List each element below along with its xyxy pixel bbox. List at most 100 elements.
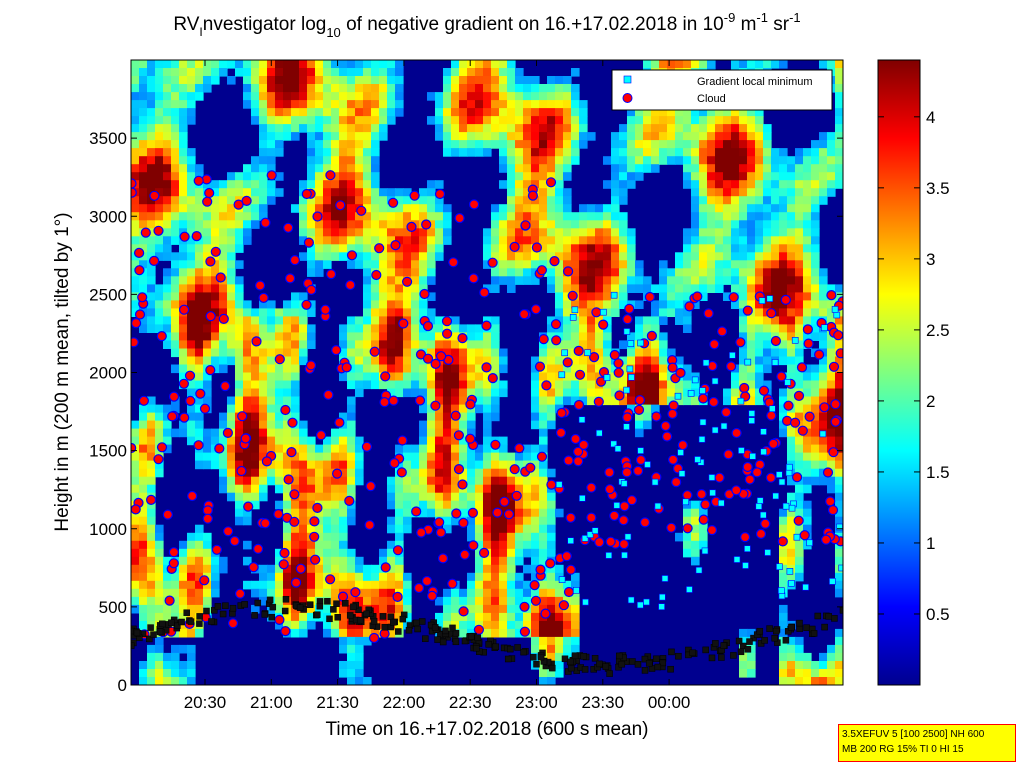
heatmap-cell [667,108,676,117]
heatmap-cell [747,204,756,213]
cloud-marker [437,553,449,564]
heatmap-cell [139,588,148,598]
heatmap-cell [179,148,188,157]
cloud-marker [677,440,688,451]
heatmap-cell [619,380,628,390]
heatmap-cell [131,236,140,245]
heatmap-cell [379,556,388,566]
heatmap-cell [371,220,380,229]
heatmap-cell [275,116,284,125]
heatmap-cell [187,252,196,261]
cloud-marker [777,536,788,547]
heatmap-cell [187,628,196,638]
heatmap-cell [451,332,460,341]
heatmap-cell [275,460,284,470]
gradient-min-marker [687,390,695,397]
heatmap-cell [787,220,796,229]
heatmap-cell [427,276,436,285]
heatmap-cell [739,116,748,125]
heatmap-cell [539,636,548,646]
heatmap-cell [675,292,684,301]
heatmap-cell [507,60,516,69]
heatmap-cell [475,564,484,574]
heatmap-cell [763,340,772,349]
heatmap-cell [451,476,460,486]
gradient-min-marker [363,610,370,618]
heatmap-cell [291,372,300,382]
cloud-marker [822,467,834,478]
heatmap-cell [211,428,220,438]
heatmap-cell [267,100,276,109]
heatmap-cell [627,164,636,173]
heatmap-cell [827,476,836,486]
heatmap-cell [163,76,172,85]
heatmap-cell [483,60,492,69]
heatmap-cell [171,292,180,301]
heatmap-cell [147,140,156,149]
heatmap-cell [363,588,372,598]
heatmap-cell [243,60,252,69]
heatmap-cell [395,532,404,542]
heatmap-cell [355,84,364,93]
heatmap-cell [251,196,260,205]
heatmap-cell [467,580,476,590]
heatmap-cell [403,308,412,317]
heatmap-cell [163,444,172,454]
cloud-marker [609,510,620,521]
heatmap-cell [835,132,843,141]
heatmap-cell [587,276,596,285]
heatmap-cell [451,108,460,117]
gradient-min-marker [668,648,675,656]
heatmap-cell [307,268,316,277]
heatmap-cell [419,364,428,374]
heatmap-cell [475,468,484,478]
heatmap-cell [307,180,316,189]
heatmap-cell [371,212,380,221]
heatmap-cell [203,332,212,341]
heatmap-cell [235,276,244,285]
heatmap-cell [195,580,204,590]
heatmap-cell [139,468,148,478]
heatmap-cell [491,628,500,638]
heatmap-cell [707,244,716,253]
heatmap-cell [467,148,476,157]
heatmap-cell [611,180,620,189]
heatmap-cell [683,284,692,293]
heatmap-cell [363,252,372,261]
heatmap-cell [635,300,644,309]
heatmap-cell [811,396,820,406]
heatmap-cell [563,276,572,285]
heatmap-cell [435,132,444,141]
heatmap-cell [251,412,260,422]
heatmap-cell [507,76,516,85]
heatmap-cell [491,124,500,133]
gradient-min-marker [567,537,575,545]
heatmap-cell [259,108,268,117]
heatmap-cell [259,404,268,414]
gradient-min-marker [694,456,701,463]
cloud-marker [346,250,358,261]
cloud-marker [570,433,581,445]
heatmap-cell [627,276,636,285]
heatmap-cell [651,396,660,406]
heatmap-cell [435,372,444,382]
heatmap-cell [139,212,148,221]
heatmap-cell [715,196,724,205]
heatmap-cell [787,532,796,542]
heatmap-cell [155,540,164,550]
heatmap-cell [291,620,300,630]
heatmap-cell [491,348,500,358]
heatmap-cell [643,148,652,157]
cloud-marker [202,196,213,207]
heatmap-cell [747,220,756,229]
heatmap-cell [547,652,556,662]
heatmap-cell [275,428,284,438]
heatmap-cell [707,252,716,261]
heatmap-cell [339,180,348,189]
heatmap-cell [339,244,348,253]
heatmap-cell [635,116,644,125]
heatmap-cell [627,116,636,125]
heatmap-cell [219,300,228,309]
cloud-marker [320,304,331,315]
heatmap-cell [803,228,812,237]
